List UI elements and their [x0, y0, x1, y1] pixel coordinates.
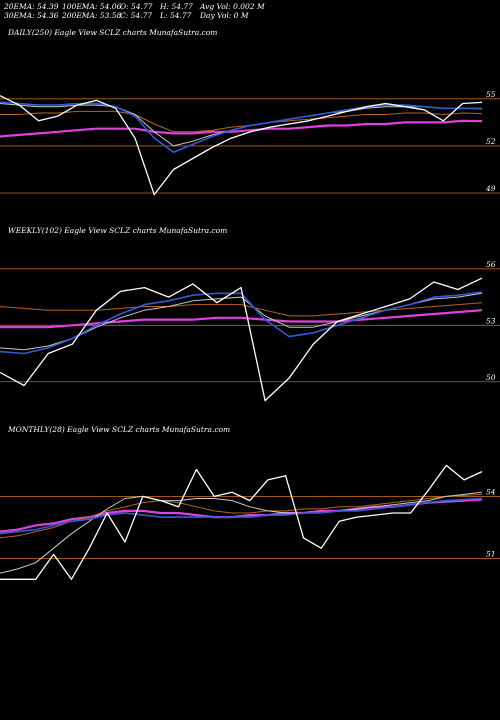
- ema200-readout: 200EMA: 53.58: [62, 11, 122, 20]
- ema-magenta-line: [0, 309, 483, 329]
- price-line: [0, 95, 483, 196]
- avg-vol-readout: Avg Vol: 0.002 M: [200, 2, 265, 11]
- ema-grey-line: [0, 292, 483, 351]
- ema-magenta-line: [0, 119, 483, 138]
- monthly-panel-title: MONTHLY(28) Eagle View SCLZ charts Munaf…: [8, 425, 231, 434]
- price-line: [0, 277, 483, 402]
- ema-brown-line: [0, 302, 483, 317]
- daily-panel-title: DAILY(250) Eagle View SCLZ charts Munafa…: [8, 28, 218, 37]
- low-readout: L: 54.77: [160, 11, 192, 20]
- y-tick-label: 53: [486, 316, 496, 325]
- ema-brown-line: [0, 493, 483, 539]
- indicator-header: 20EMA: 54.39 100EMA: 54.06 O: 54.77 H: 5…: [0, 0, 500, 20]
- ema100-readout: 100EMA: 54.06: [62, 2, 122, 11]
- ema-blue-line: [0, 497, 483, 535]
- y-tick-label: 50: [486, 373, 496, 382]
- y-tick-label: 52: [486, 137, 496, 146]
- weekly-chart: 56 53 50: [0, 260, 500, 402]
- price-line: [0, 464, 483, 580]
- daily-chart: 55 52 49: [0, 90, 500, 196]
- day-vol-readout: Day Vol: 0 M: [200, 11, 249, 20]
- ema-blue-line: [0, 101, 483, 153]
- close-readout: C: 54.77: [120, 11, 153, 20]
- high-readout: H: 54.77: [160, 2, 193, 11]
- y-tick-label: 49: [485, 184, 496, 193]
- weekly-panel-title: WEEKLY(102) Eagle View SCLZ charts Munaf…: [8, 226, 228, 235]
- open-readout: O: 54.77: [120, 2, 153, 11]
- y-tick-label: 55: [486, 90, 496, 99]
- monthly-chart: 54 51: [0, 464, 500, 580]
- ema-blue-line: [0, 291, 483, 355]
- y-tick-label: 56: [486, 260, 496, 269]
- y-tick-label: 54: [486, 487, 496, 496]
- y-tick-label: 51: [486, 550, 496, 559]
- ema-grey-line: [0, 491, 483, 574]
- ema30-readout: 30EMA: 54.36: [4, 11, 59, 20]
- ema-grey-line: [0, 103, 483, 147]
- ema-brown-line: [0, 110, 483, 133]
- ema20-readout: 20EMA: 54.39: [4, 2, 59, 11]
